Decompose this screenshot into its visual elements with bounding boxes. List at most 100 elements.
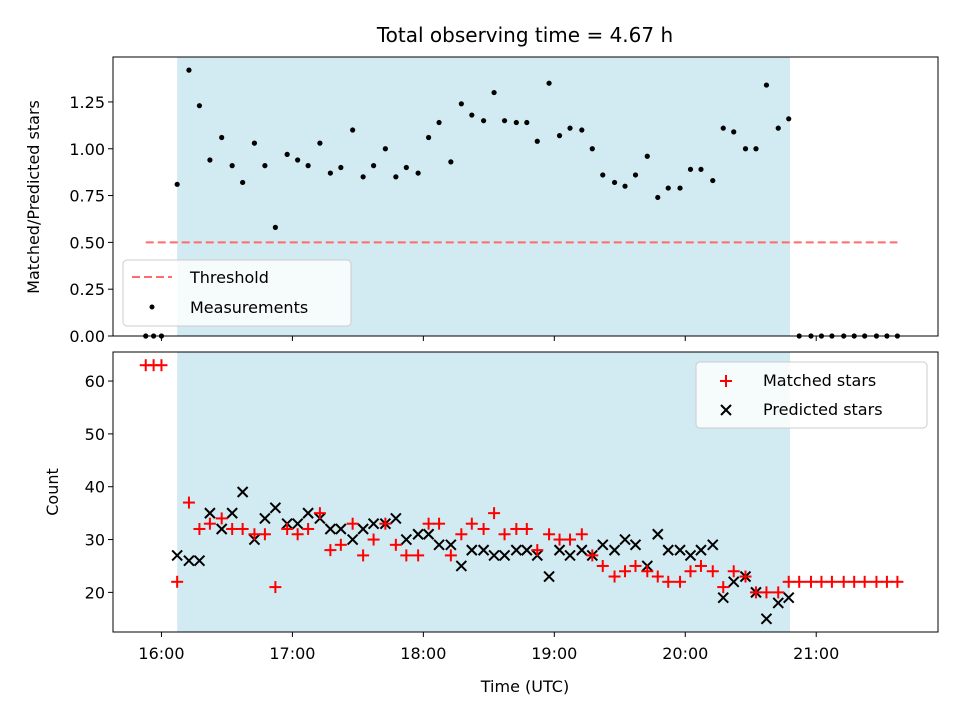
measurement-point [600, 172, 606, 178]
observing-window-shade-bottom [177, 352, 791, 632]
matched-star-point [880, 575, 893, 588]
bottom-y-tick-label: 60 [85, 372, 105, 391]
predicted-star-point [390, 512, 402, 525]
matched-star-point [553, 533, 566, 546]
predicted-star-point [772, 597, 784, 609]
measurements-legend-label: Measurements [190, 298, 308, 317]
matched-star-point [619, 565, 632, 578]
matched-star-point [531, 544, 544, 557]
matched-star-point [662, 575, 675, 588]
predicted-star-point [707, 539, 719, 551]
matched-star-point [367, 533, 380, 546]
measurement-point [556, 133, 563, 139]
measurement-point [469, 112, 475, 118]
x-tick-label: 17:00 [269, 644, 315, 663]
measurement-point [501, 118, 508, 124]
matched-star-point [281, 522, 294, 535]
predicted-star-point [488, 549, 500, 562]
predicted-star-point [728, 576, 740, 588]
measurement-point [338, 164, 344, 171]
matched-star-point [269, 581, 282, 594]
top-y-tick-label: 0.50 [69, 233, 105, 252]
matched-star-point [215, 512, 228, 525]
matched-star-point [858, 575, 871, 588]
measurement-point [524, 119, 530, 126]
predicted-star-point [629, 539, 642, 551]
predicted-star-point [183, 554, 195, 567]
measurement-point [753, 146, 759, 152]
matched-star-point [389, 538, 402, 551]
predicted-star-point [576, 544, 588, 556]
matched-star-point [510, 522, 523, 535]
bottom-y-tick-label: 50 [85, 425, 105, 444]
measurement-point [710, 177, 716, 184]
measurement-point [644, 153, 650, 159]
measurement-point [196, 103, 203, 109]
predicted-legend-label: Predicted stars [763, 400, 883, 419]
predicted-star-point [259, 512, 271, 525]
measurement-point [579, 127, 585, 133]
predicted-star-point [684, 549, 697, 562]
top-y-tick-label: 0.25 [69, 280, 105, 299]
predicted-star-point [302, 507, 314, 519]
matched-star-point [891, 575, 904, 588]
matched-legend-swatch [720, 375, 732, 387]
measurement-point [174, 181, 180, 187]
matched-star-point [641, 565, 654, 578]
measurement-point [425, 134, 432, 141]
bottom-y-axis-label: Count [43, 468, 62, 516]
measurement-point [677, 185, 683, 191]
predicted-star-point [662, 544, 674, 556]
measurement-point [403, 164, 409, 171]
matched-star-point [804, 575, 817, 588]
predicted-star-point [760, 613, 773, 625]
predicted-star-point [695, 544, 707, 556]
x-tick-label: 20:00 [662, 644, 708, 663]
matched-star-point [477, 522, 490, 535]
matched-star-point [465, 517, 478, 530]
predicted-star-point [455, 560, 468, 572]
measurement-point [665, 185, 671, 191]
matched-star-point [727, 565, 740, 578]
measurement-point [251, 140, 258, 146]
matched-star-point [171, 575, 184, 588]
matched-star-point [236, 522, 249, 535]
predicted-legend-swatch [720, 404, 732, 416]
top-y-tick-label: 0.00 [69, 327, 105, 346]
measurement-point [698, 166, 704, 172]
measurement-point [350, 127, 356, 133]
matched-star-point [772, 586, 785, 599]
predicted-star-point [215, 523, 228, 535]
x-tick-label: 16:00 [138, 644, 184, 663]
top-legend: Threshold Measurements [122, 259, 352, 327]
matched-star-point [182, 496, 195, 509]
predicted-star-point [367, 517, 380, 530]
measurement-point [763, 82, 770, 88]
predicted-star-point [717, 591, 729, 604]
predicted-star-point [171, 549, 183, 562]
predicted-star-point [477, 544, 490, 556]
measurement-point [786, 116, 792, 122]
matched-star-point [717, 581, 730, 594]
top-y-tick-label: 1.00 [69, 140, 105, 159]
measurement-point [284, 151, 290, 157]
measurement-point [567, 125, 573, 131]
measurements-legend-swatch [149, 304, 155, 310]
matched-star-point [248, 528, 261, 541]
measurement-point [295, 157, 301, 163]
measurement-point [731, 129, 737, 135]
predicted-star-point [269, 502, 282, 514]
matched-star-point [334, 538, 347, 551]
measurement-point [393, 174, 399, 180]
measurement-point [534, 138, 540, 144]
predicted-star-point [193, 554, 206, 567]
matched-star-point [498, 528, 511, 541]
measurement-point [327, 170, 333, 176]
matched-star-point [608, 570, 621, 583]
predicted-star-point [422, 528, 435, 540]
matched-star-point [488, 507, 501, 520]
predicted-star-point [346, 533, 359, 546]
predicted-star-point [412, 528, 424, 540]
measurement-point [458, 101, 464, 107]
measurement-point [622, 183, 628, 189]
